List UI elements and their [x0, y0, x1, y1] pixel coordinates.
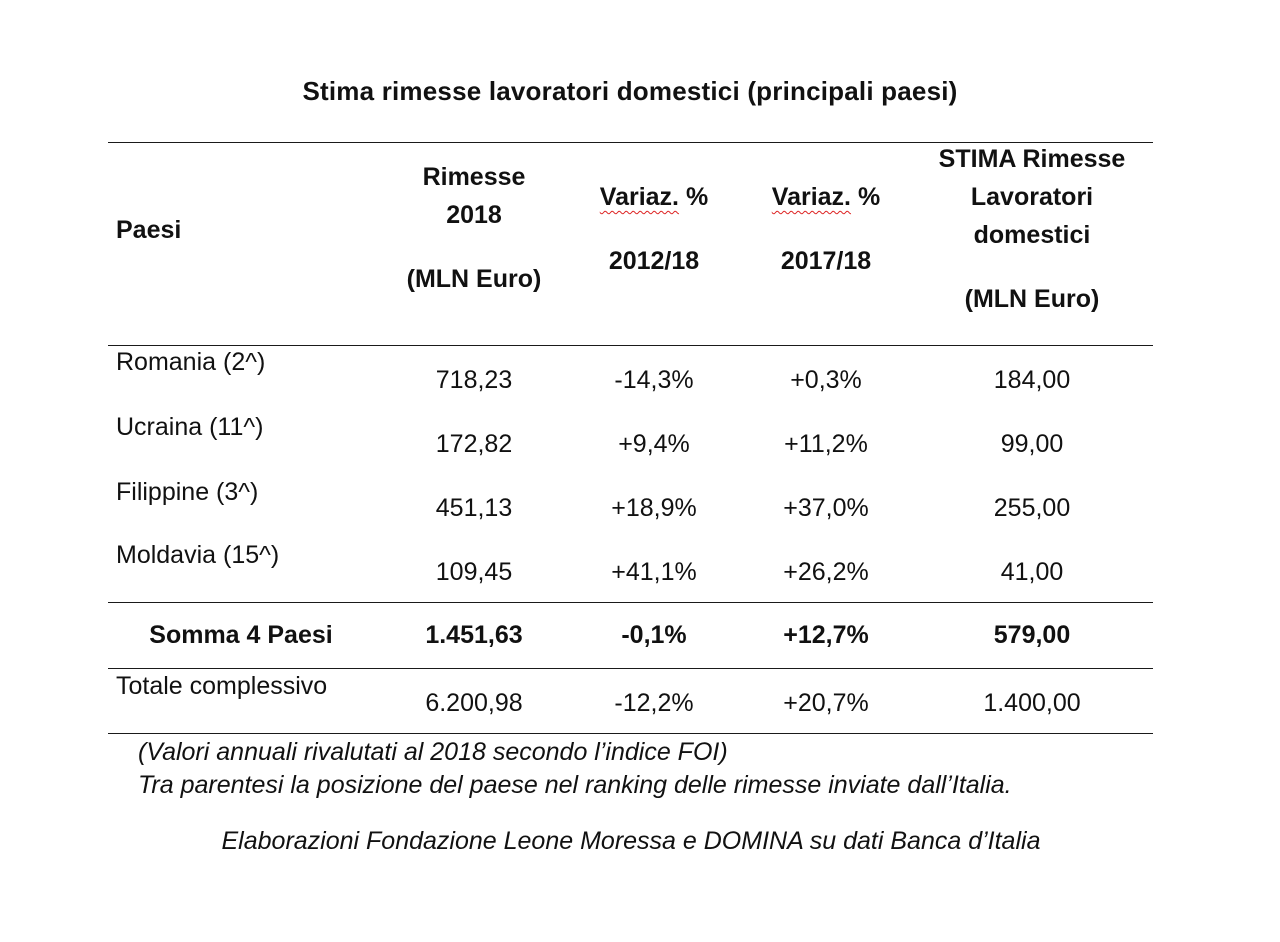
cell-sum-var-2012-18: -0,1%: [621, 621, 687, 649]
header-rimesse-line2: 2018: [446, 201, 502, 229]
header-var1-pct: %: [679, 183, 709, 211]
header-paesi-label: Paesi: [116, 216, 182, 244]
header-var2-period: 2017/18: [780, 247, 872, 275]
note-foi: (Valori annuali rivalutati al 2018 secon…: [138, 738, 728, 766]
header-rimesse-line3: (MLN Euro): [406, 265, 542, 293]
header-stima: STIMA Rimesse Lavoratori domestici (MLN …: [912, 140, 1152, 318]
cell-total-rimesse: 6.200,98: [425, 689, 523, 717]
header-rule: [108, 345, 1153, 346]
table-title: Stima rimesse lavoratori domestici (prin…: [302, 76, 958, 106]
cell-sum-var-2017-18: +12,7%: [783, 621, 869, 649]
cell-rimesse: 718,23: [435, 366, 513, 394]
header-stima-line4: (MLN Euro): [964, 285, 1100, 313]
sum-rule: [108, 602, 1153, 603]
cell-stima: 99,00: [1000, 430, 1064, 458]
cell-var-2012-18: +41,1%: [611, 558, 697, 586]
cell-var-2017-18: +37,0%: [783, 494, 869, 522]
cell-var-2012-18: +9,4%: [618, 430, 690, 458]
header-stima-line1: STIMA Rimesse: [938, 145, 1126, 173]
cell-paese: Romania (2^): [116, 348, 266, 376]
header-var2-pct: %: [851, 183, 881, 211]
header-stima-line2: Lavoratori: [970, 183, 1094, 211]
cell-total-stima: 1.400,00: [983, 689, 1081, 717]
cell-rimesse: 451,13: [435, 494, 513, 522]
cell-stima: 41,00: [1000, 558, 1064, 586]
bottom-rule: [108, 733, 1153, 734]
top-rule: [108, 142, 1153, 143]
header-rimesse-line1: Rimesse: [422, 163, 526, 191]
header-var-2012-18: Variaz. % 2012/18: [554, 178, 754, 280]
cell-var-2012-18: +18,9%: [611, 494, 697, 522]
cell-paese: Filippine (3^): [116, 478, 259, 506]
cell-var-2017-18: +0,3%: [790, 366, 862, 394]
note-ranking: Tra parentesi la posizione del paese nel…: [138, 771, 1012, 799]
header-var1-line1: Variaz. %: [554, 178, 754, 216]
cell-sum-rimesse: 1.451,63: [425, 621, 523, 649]
header-stima-line3: domestici: [973, 221, 1091, 249]
cell-paese: Ucraina (11^): [116, 413, 264, 441]
cell-rimesse: 109,45: [435, 558, 513, 586]
cell-var-2012-18: -14,3%: [614, 366, 694, 394]
note-source: Elaborazioni Fondazione Leone Moressa e …: [221, 827, 1041, 855]
cell-total-var-2017-18: +20,7%: [783, 689, 869, 717]
header-var2-line1: Variaz. %: [726, 178, 926, 216]
header-var1-word: Variaz.: [599, 183, 680, 211]
cell-total-paese: Totale complessivo: [116, 672, 328, 700]
header-var2-word: Variaz.: [771, 183, 852, 211]
cell-sum-stima: 579,00: [993, 621, 1071, 649]
cell-sum-paese: Somma 4 Paesi: [149, 621, 333, 649]
cell-var-2017-18: +11,2%: [784, 430, 868, 458]
total-rule: [108, 668, 1153, 669]
cell-stima: 184,00: [993, 366, 1071, 394]
header-paesi: Paesi: [116, 211, 181, 249]
cell-rimesse: 172,82: [435, 430, 513, 458]
header-rimesse: Rimesse 2018 (MLN Euro): [374, 158, 574, 298]
header-var-2017-18: Variaz. % 2017/18: [726, 178, 926, 280]
cell-stima: 255,00: [993, 494, 1071, 522]
cell-total-var-2012-18: -12,2%: [614, 689, 694, 717]
header-var1-period: 2012/18: [608, 247, 700, 275]
cell-paese: Moldavia (15^): [116, 541, 280, 569]
cell-var-2017-18: +26,2%: [783, 558, 869, 586]
